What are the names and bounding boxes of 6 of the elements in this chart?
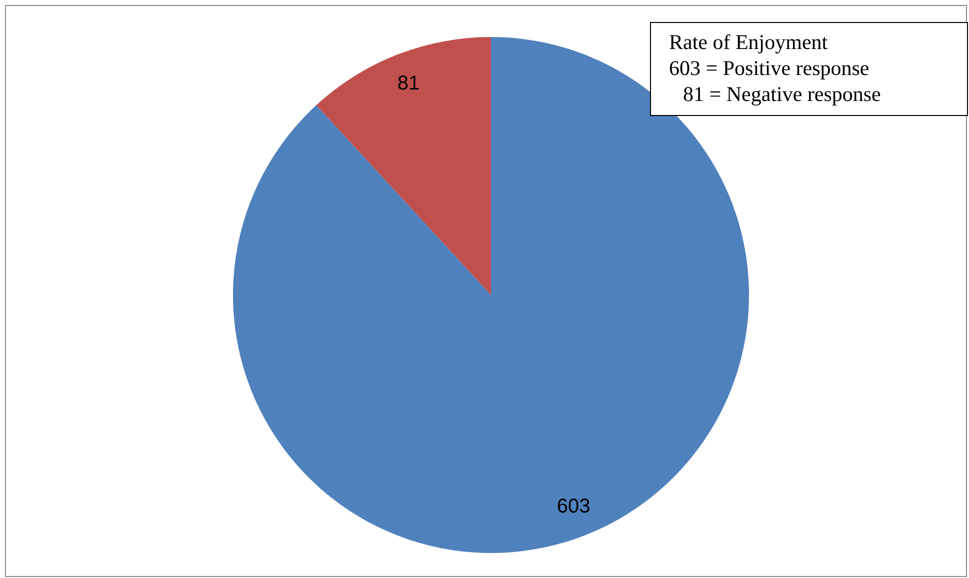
text: 81 = Negative response [682, 81, 882, 107]
data-label: 81 [397, 72, 420, 94]
text: 603 = Positive response [669, 55, 870, 81]
data-label: 603 [556, 496, 590, 518]
pie-slice [316, 37, 491, 295]
text: Rate of Enjoyment [669, 29, 829, 55]
